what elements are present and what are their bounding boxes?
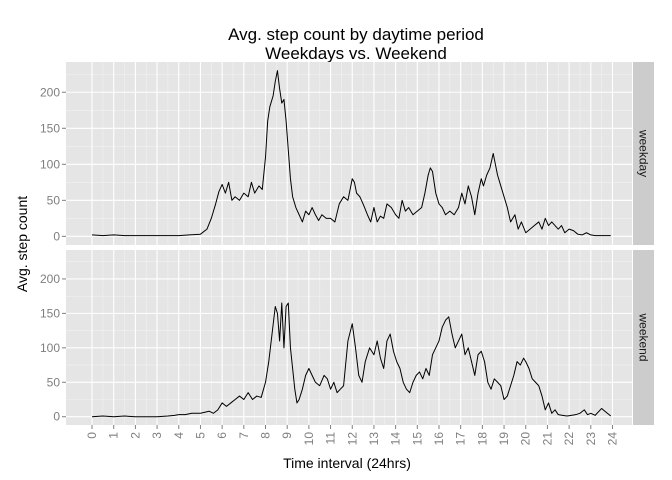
x-tick-label: 10	[302, 432, 316, 446]
y-tick-label: 200	[40, 85, 60, 99]
y-axis-label: Avg. step count	[14, 196, 30, 292]
x-tick-label: 14	[389, 432, 403, 446]
x-tick-label: 24	[605, 432, 619, 446]
x-axis-label: Time interval (24hrs)	[283, 455, 411, 471]
y-tick-label: 0	[53, 410, 60, 424]
facet-panels: 0 50 100 150 200 weekday 0 50 100 150 200 weekend	[40, 62, 654, 425]
x-tick-label: 3	[150, 432, 164, 439]
x-axis: 0 1 2 3 4 5 6 7 8 9 10 11 12 13 14 15 16 17 18 19 20 21 22 23 24	[85, 425, 619, 445]
x-tick-label: 13	[367, 432, 381, 446]
x-tick-label: 22	[562, 432, 576, 446]
y-tick-label: 50	[47, 193, 61, 207]
x-tick-label: 11	[324, 432, 338, 445]
x-tick-label: 1	[107, 432, 121, 439]
x-tick-label: 0	[85, 432, 99, 439]
x-tick-label: 16	[432, 432, 446, 446]
y-tick-label: 100	[40, 341, 60, 355]
facet-strip-label: weekday	[637, 129, 651, 177]
x-tick-label: 17	[454, 432, 468, 446]
series-line-weekday	[91, 70, 611, 237]
x-tick-label: 12	[345, 432, 359, 446]
x-tick-label: 6	[215, 432, 229, 439]
x-tick-label: 5	[193, 432, 207, 439]
y-tick-label: 0	[53, 229, 60, 243]
chart-title-line-2: Weekdays vs. Weekend	[265, 44, 447, 63]
x-tick-label: 2	[128, 432, 142, 439]
x-tick-label: 15	[410, 432, 424, 446]
x-tick-label: 8	[259, 432, 273, 439]
y-tick-label: 100	[40, 157, 60, 171]
y-tick-label: 200	[40, 272, 60, 286]
x-tick-label: 4	[172, 432, 186, 439]
facet-strip	[633, 250, 654, 425]
x-tick-label: 9	[280, 432, 294, 439]
series-line-weekend	[91, 302, 612, 418]
facet-strip	[633, 62, 654, 245]
y-tick-label: 150	[40, 121, 60, 135]
x-tick-label: 18	[475, 432, 489, 446]
x-tick-label: 23	[584, 432, 598, 446]
facet-strip-label: weekend	[637, 312, 651, 361]
panel-weekend: 0 50 100 150 200 weekend	[40, 250, 654, 425]
y-tick-label: 50	[47, 375, 61, 389]
chart-title-line-1: Avg. step count by daytime period	[228, 25, 484, 44]
x-tick-label: 7	[237, 432, 251, 439]
panel-weekday: 0 50 100 150 200 weekday	[40, 62, 654, 245]
x-tick-label: 21	[540, 432, 554, 446]
y-tick-label: 150	[40, 306, 60, 320]
x-tick-label: 19	[497, 432, 511, 446]
x-tick-label: 20	[519, 432, 533, 446]
